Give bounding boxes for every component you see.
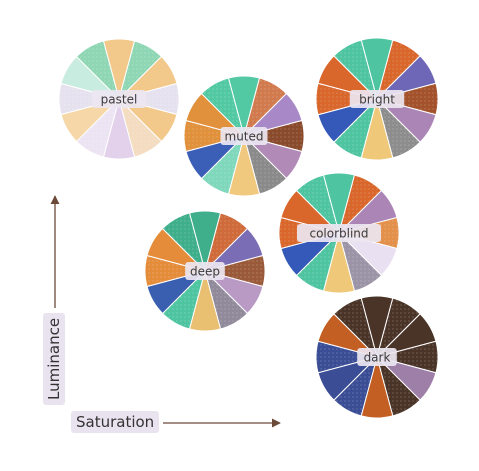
wedge-texture bbox=[119, 83, 180, 115]
palette-label-deep: deep bbox=[190, 265, 220, 279]
wedge-texture bbox=[183, 120, 244, 152]
wedge-texture bbox=[377, 40, 421, 99]
wedge-texture bbox=[377, 298, 421, 357]
wedge-texture bbox=[205, 255, 266, 287]
saturation-axis-label: Saturation bbox=[71, 411, 160, 433]
palette-label-box bbox=[349, 90, 405, 108]
wedge-texture bbox=[76, 41, 119, 99]
wedge-texture bbox=[76, 99, 119, 157]
palette-label-box bbox=[297, 224, 381, 242]
palette-label-box bbox=[220, 127, 268, 145]
palette-wheel-pastel: pastel bbox=[58, 38, 180, 160]
wedge-texture bbox=[205, 271, 248, 329]
wedge-texture bbox=[244, 136, 287, 194]
palette-label-pastel: pastel bbox=[101, 93, 138, 107]
wedge-texture bbox=[244, 120, 305, 152]
wedge-texture bbox=[333, 99, 377, 158]
wedge-texture bbox=[244, 78, 287, 136]
wedge-texture bbox=[162, 213, 205, 271]
luminance-axis-label: Luminance bbox=[43, 312, 65, 405]
wedge-texture bbox=[377, 341, 438, 373]
palette-wheel-colorblind: colorblind bbox=[278, 172, 400, 294]
palette-label-bright: bright bbox=[359, 93, 395, 107]
palette-label-box bbox=[185, 262, 225, 280]
wedge-texture bbox=[205, 213, 248, 271]
palette-label-box bbox=[357, 348, 397, 366]
wedge-texture bbox=[296, 175, 339, 233]
palette-label-colorblind: colorblind bbox=[309, 227, 368, 241]
wedge-texture bbox=[162, 271, 205, 329]
wedge-texture bbox=[377, 83, 438, 115]
wedge-texture bbox=[201, 78, 244, 136]
wedge-texture bbox=[333, 40, 377, 99]
wedge-texture bbox=[333, 357, 377, 416]
wedge-texture bbox=[296, 233, 339, 291]
palette-wheel-bright: bright bbox=[315, 37, 439, 161]
wedge-texture bbox=[316, 341, 377, 373]
wedge-texture bbox=[58, 83, 119, 115]
wedge-texture bbox=[201, 136, 244, 194]
wedge-texture bbox=[144, 255, 205, 287]
wedge-texture bbox=[119, 41, 162, 99]
palette-label-muted: muted bbox=[225, 130, 264, 144]
wedge-texture bbox=[377, 357, 421, 416]
wedge-texture bbox=[316, 83, 377, 115]
wedge-texture bbox=[333, 298, 377, 357]
palette-wheel-muted: muted bbox=[183, 75, 305, 197]
palette-wheel-deep: deep bbox=[144, 210, 266, 332]
wedge-texture bbox=[377, 99, 421, 158]
wedge-texture bbox=[119, 99, 162, 157]
palette-wheel-dark: dark bbox=[315, 295, 439, 419]
palette-label-box bbox=[91, 90, 147, 108]
palette-label-dark: dark bbox=[364, 351, 391, 365]
wedge-texture bbox=[339, 175, 382, 233]
wedge-texture bbox=[339, 233, 382, 291]
